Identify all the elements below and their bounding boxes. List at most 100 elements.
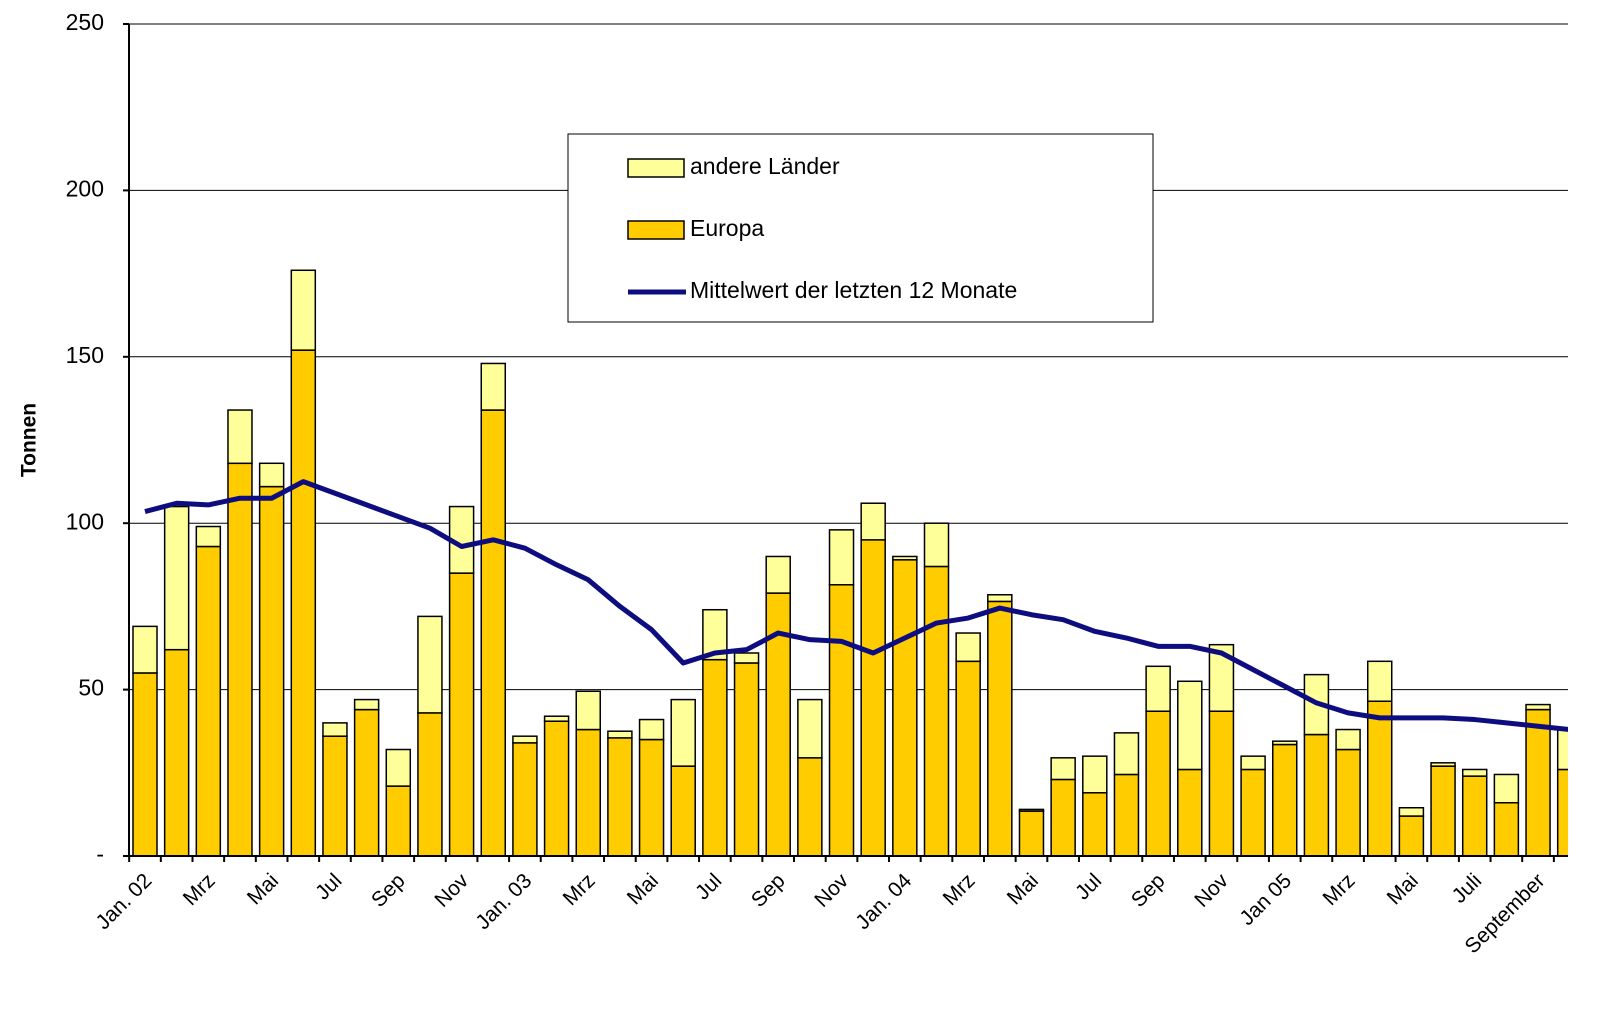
bar [227, 462, 253, 857]
y-tick-label: 100 [66, 508, 104, 534]
x-tick-label: Mrz [179, 869, 220, 910]
bar [1335, 728, 1361, 751]
bar [892, 559, 918, 857]
bar [955, 632, 981, 663]
x-tick-label: Nov [430, 869, 473, 912]
bar [290, 269, 317, 351]
bar [1240, 768, 1266, 857]
x-tick-label: Jul [1071, 869, 1106, 904]
bar [987, 594, 1013, 603]
bar [828, 584, 855, 857]
bar [575, 690, 601, 731]
bar [258, 485, 285, 857]
bar [1050, 757, 1076, 781]
bar [1113, 773, 1140, 857]
bar [1461, 775, 1488, 857]
bar [322, 722, 348, 737]
x-tick-label: Jul [311, 869, 346, 904]
line [144, 479, 1568, 732]
bar [638, 738, 665, 857]
x-tick-label: Nov [1190, 869, 1233, 912]
y-tick-label: 150 [66, 342, 104, 368]
legend-swatch [627, 220, 685, 240]
bar [1556, 728, 1568, 771]
bar [163, 648, 190, 857]
legend-label: Europa [690, 215, 764, 241]
bar [733, 652, 760, 664]
x-tick-label: Jan. 03 [471, 869, 536, 934]
bar [765, 555, 791, 594]
bar [480, 409, 507, 857]
y-tick-label: 250 [66, 9, 104, 35]
x-tick-label: Juli [1448, 869, 1487, 908]
bar [132, 625, 158, 674]
bar [1145, 710, 1171, 857]
bar [543, 715, 570, 722]
bar [1493, 802, 1520, 857]
y-axis-title: Tonnen [18, 403, 41, 477]
bar [1018, 808, 1045, 812]
bar [1018, 810, 1045, 857]
bar [607, 737, 633, 857]
x-tick-label: Sep [747, 869, 790, 912]
bar [385, 748, 412, 787]
bar [1113, 732, 1140, 776]
bar [227, 409, 253, 465]
bar [638, 718, 665, 741]
bar [1430, 762, 1456, 767]
x-tick-label: Mai [1383, 869, 1423, 909]
legend: andere Länder Europa Mittelwert der letzte… [567, 133, 1154, 323]
x-tick-label: Mai [243, 869, 283, 909]
bar [1556, 768, 1568, 857]
bar [1335, 748, 1361, 857]
legend-swatch [627, 158, 685, 178]
bar [1430, 765, 1456, 857]
bar [512, 735, 538, 744]
bar [385, 785, 412, 857]
bar [607, 730, 633, 739]
bar [132, 672, 158, 857]
bar [955, 660, 981, 857]
bar [733, 662, 760, 857]
x-tick-label: Jan 05 [1235, 869, 1296, 930]
bar [1145, 665, 1171, 712]
bar [195, 545, 222, 857]
bar [1525, 703, 1551, 711]
bar [923, 522, 950, 568]
bar [1366, 700, 1393, 857]
bar [1398, 815, 1425, 857]
bar [1050, 778, 1076, 857]
bar [1493, 773, 1520, 804]
bar [1082, 792, 1108, 857]
bar [417, 615, 443, 714]
x-tick-label: Jul [691, 869, 726, 904]
bar [1398, 806, 1425, 817]
bar [860, 502, 886, 541]
bar [860, 539, 886, 857]
x-tick-label: Sep [367, 869, 410, 912]
legend-label: andere Länder [690, 153, 840, 179]
x-tick-label: Mrz [939, 869, 980, 910]
bar [512, 742, 538, 857]
bar [892, 555, 918, 561]
bar [923, 565, 950, 857]
x-tick-label: Mrz [559, 869, 600, 910]
x-tick-label: Mai [1003, 869, 1043, 909]
x-tick-label: Nov [810, 869, 853, 912]
x-tick-label: Jan. 04 [851, 869, 916, 934]
bar [1366, 660, 1393, 702]
bar [1082, 755, 1108, 794]
bar [353, 698, 380, 711]
plot-area [123, 23, 1568, 862]
bar [670, 765, 696, 857]
bar [543, 720, 570, 857]
x-tick-label: Sep [1127, 869, 1170, 912]
x-tick-label: Mrz [1319, 869, 1360, 910]
bar [670, 698, 696, 767]
bar [1240, 755, 1266, 771]
bar [1303, 733, 1330, 857]
bar [322, 735, 348, 857]
bar [1208, 710, 1235, 857]
